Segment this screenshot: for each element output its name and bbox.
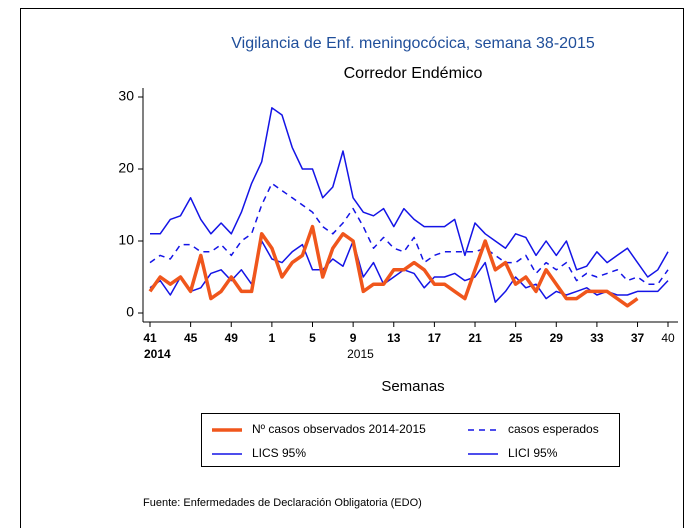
x-tick-label: 21	[468, 331, 482, 345]
x-tick-label: 1	[269, 331, 276, 345]
x-tick-label: 9	[350, 331, 357, 345]
series-line	[148, 224, 639, 308]
x-tick-label: 45	[184, 331, 198, 345]
chart-subtitle: Corredor Endémico	[344, 65, 483, 82]
x-axis-title: Semanas	[381, 378, 444, 395]
x-group-label: 2015	[347, 347, 374, 361]
legend-label: casos esperados	[508, 422, 599, 436]
x-tick-label: 49	[225, 331, 239, 345]
x-tick-label: 25	[509, 331, 523, 345]
x-tick-label: 5	[309, 331, 316, 345]
x-tick-label: 33	[590, 331, 604, 345]
y-tick-label: 20	[118, 160, 134, 176]
x-tick-label: 40	[661, 331, 675, 345]
x-tick-label: 37	[631, 331, 645, 345]
y-tick-label: 30	[118, 88, 134, 104]
x-tick-label: 17	[428, 331, 442, 345]
legend-label: LICI 95%	[508, 446, 558, 460]
series-line	[150, 107, 669, 278]
x-tick-label: 13	[387, 331, 401, 345]
source-note: Fuente: Enfermedades de Declaración Obli…	[143, 497, 422, 509]
series-line	[149, 240, 669, 303]
y-tick-label: 10	[118, 232, 134, 248]
x-tick-label: 29	[550, 331, 564, 345]
legend-label: Nº casos observados 2014-2015	[252, 422, 426, 436]
legend-box	[201, 413, 620, 467]
y-tick-label: 0	[126, 304, 134, 320]
x-group-label: 2014	[144, 347, 171, 361]
legend-label: LICS 95%	[252, 446, 306, 460]
x-tick-label: 41	[143, 331, 157, 345]
chart-title: Vigilancia de Enf. meningocócica, semana…	[231, 35, 595, 52]
